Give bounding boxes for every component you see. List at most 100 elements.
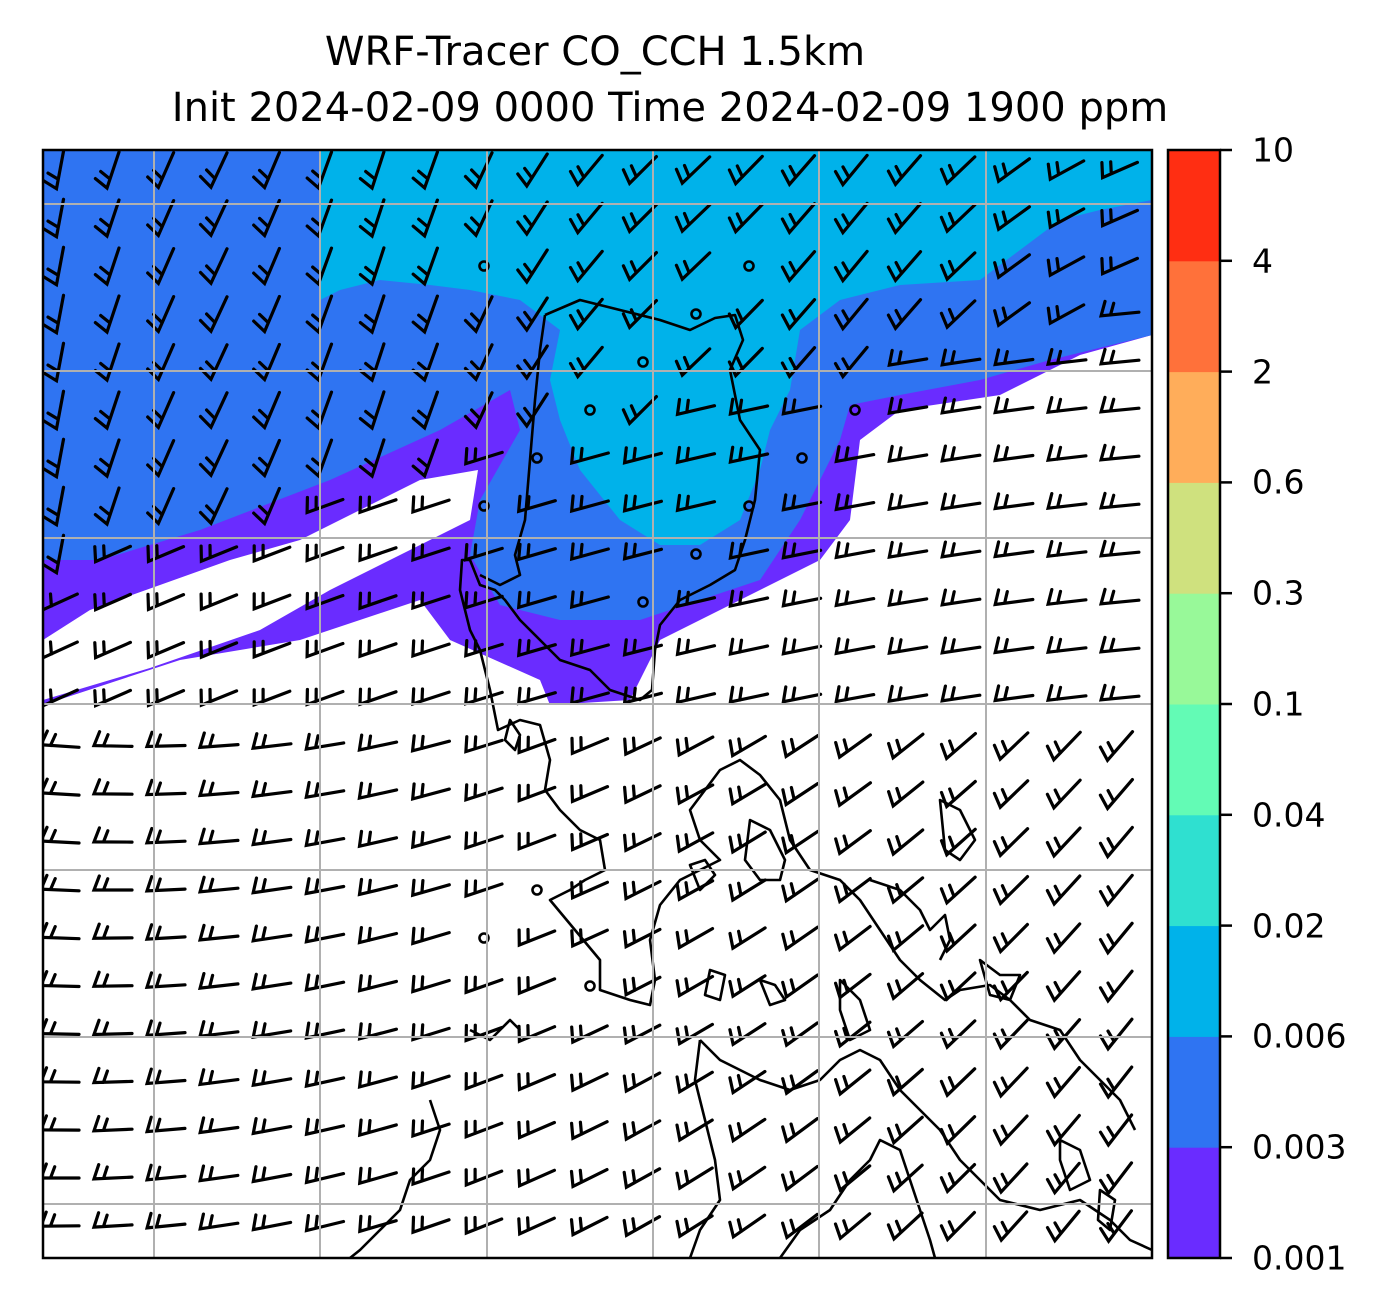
wind-barb [781, 781, 820, 808]
wind-barb [358, 198, 386, 239]
wind-barb [675, 974, 715, 999]
wind-barb [43, 293, 66, 336]
wind-barb [940, 396, 982, 415]
calm-wind-marker [478, 500, 490, 512]
wind-barb [146, 439, 176, 479]
wind-barb [833, 345, 869, 380]
wind-barb [91, 1211, 134, 1229]
wind-barb [939, 299, 977, 330]
wind-barb [675, 493, 717, 513]
wind-barb [146, 295, 176, 335]
wind-barb [91, 1018, 134, 1037]
wind-barb [144, 778, 187, 797]
wind-barb [516, 590, 557, 610]
colorbar-tick-label: 0.001 [1252, 1238, 1347, 1278]
wind-barb [939, 155, 977, 186]
colorbar-tick-label: 2 [1252, 352, 1273, 392]
wind-barb [411, 1119, 451, 1139]
wind-barb [43, 1018, 81, 1036]
wind-barb [411, 390, 439, 431]
map-title-line1: WRF-Tracer CO_CCH 1.5km [324, 29, 866, 75]
wind-barb [43, 1066, 81, 1084]
wind-barb [940, 684, 982, 703]
wind-barb [992, 827, 1030, 859]
wind-barb [833, 1212, 872, 1241]
wind-barb [93, 438, 121, 479]
wind-barb [1046, 303, 1086, 326]
wind-barb [622, 1167, 662, 1190]
wind-barb [940, 348, 982, 367]
wind-barb [43, 970, 81, 989]
wind-barb [358, 342, 386, 383]
wind-barb [198, 439, 229, 478]
wind-barb [993, 684, 1035, 703]
wind-barb [674, 347, 712, 378]
wind-barb [198, 391, 229, 430]
wind-barb [886, 972, 925, 1002]
wind-barb [992, 1114, 1029, 1147]
wind-barb [91, 778, 134, 796]
wind-barb [886, 828, 925, 857]
wind-barb [43, 1210, 81, 1228]
wind-barb [517, 735, 557, 755]
wind-barb [1098, 825, 1134, 860]
colorbar-frame [1166, 148, 1222, 1260]
wind-barb [781, 1069, 819, 1096]
wind-barb [570, 736, 610, 756]
wind-barb [1098, 1065, 1134, 1100]
wind-barb [622, 446, 663, 465]
colorbar-segment [1168, 150, 1220, 262]
wind-barb [464, 1119, 504, 1140]
wind-barb [675, 1070, 714, 1095]
wind-barb [940, 444, 982, 463]
wind-barb [198, 247, 229, 286]
wind-barb [569, 638, 610, 658]
wind-barb [251, 972, 293, 991]
wind-barb [251, 924, 293, 943]
wind-barb [43, 150, 66, 192]
wind-barb [252, 639, 292, 660]
wind-barb [834, 733, 872, 760]
wind-barb [251, 1068, 293, 1088]
wind-barb [251, 1117, 293, 1136]
wind-barb [516, 542, 557, 562]
wind-barb [358, 150, 386, 191]
wind-barb [517, 976, 557, 996]
wind-barb [569, 1168, 609, 1189]
wind-barb [411, 1215, 451, 1235]
wind-barb [43, 485, 66, 528]
wind-barb [43, 245, 66, 288]
wind-barb [887, 636, 929, 656]
wind-barb [93, 294, 121, 335]
wind-barb [252, 390, 281, 431]
calm-wind-marker [690, 308, 702, 320]
wind-barb [198, 487, 229, 526]
calm-wind-marker [796, 452, 808, 464]
wind-barb [622, 1215, 662, 1238]
wind-barb [781, 637, 823, 656]
wind-barb [43, 921, 81, 941]
wind-barb [197, 875, 240, 894]
wind-barb [675, 735, 715, 758]
calm-wind-marker [531, 884, 543, 896]
wind-barb [357, 1118, 398, 1138]
wind-barb [886, 1115, 924, 1146]
wind-barb [621, 155, 658, 187]
wind-barb [357, 926, 399, 945]
wind-barb [43, 825, 81, 845]
wind-barb [146, 391, 176, 431]
wind-barb [622, 542, 663, 561]
wind-barb [304, 877, 346, 896]
wind-barb [411, 294, 439, 335]
wind-barb [464, 879, 504, 899]
wind-barb [1098, 969, 1134, 1004]
wind-barb [93, 688, 132, 708]
wind-barb [728, 830, 767, 855]
wind-barb [833, 153, 869, 188]
wind-barb [464, 831, 504, 851]
calm-wind-marker [637, 356, 649, 368]
wind-barb [1045, 636, 1088, 655]
wind-barb [250, 780, 293, 799]
wind-barb [251, 876, 293, 895]
